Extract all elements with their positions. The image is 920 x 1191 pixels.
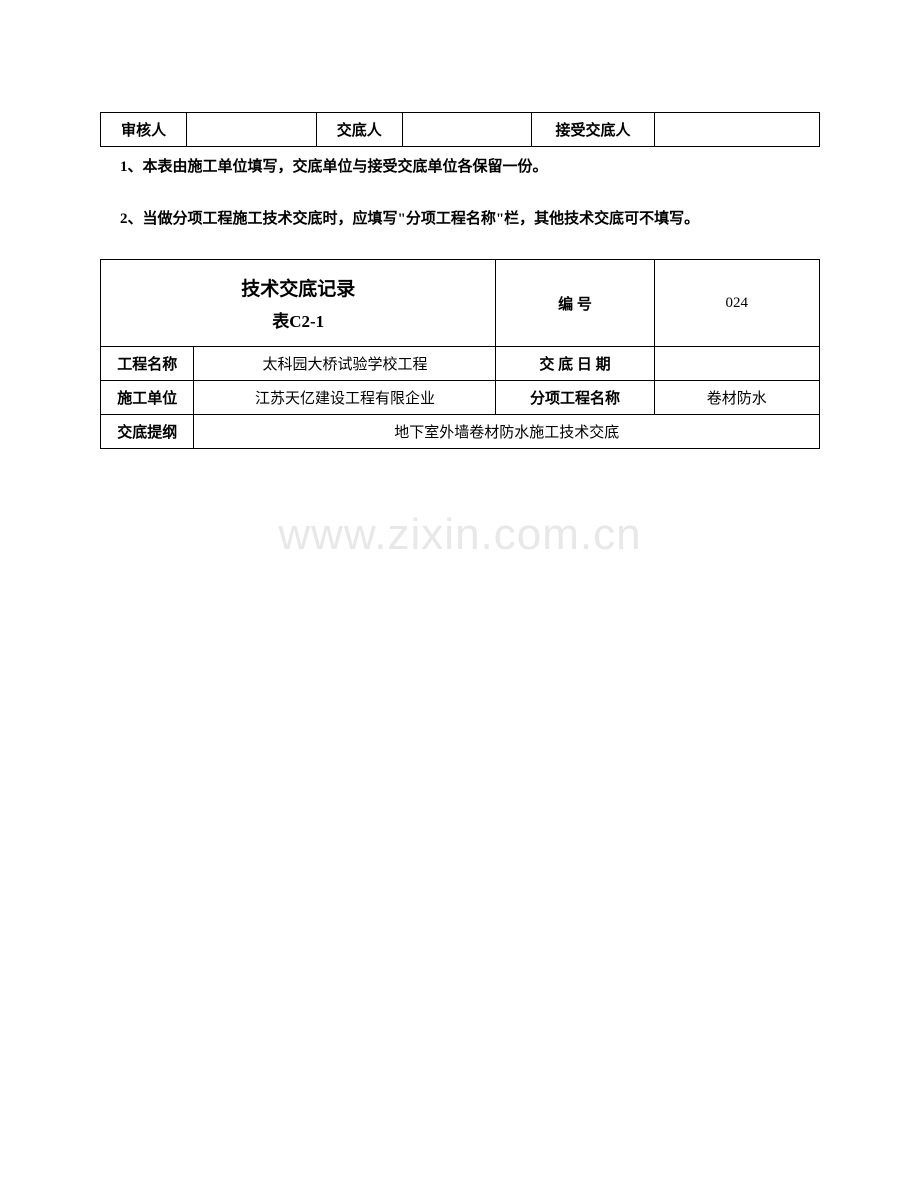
record-title-cell: 技术交底记录 表C2-1 (101, 260, 496, 347)
construction-unit-label: 施工单位 (101, 381, 194, 415)
subitem-name-label: 分项工程名称 (496, 381, 654, 415)
note-1: 1、本表由施工单位填写，交底单位与接受交底单位各保留一份。 (120, 155, 820, 179)
signature-table: 审核人 交底人 接受交底人 (100, 112, 820, 147)
receiver-value (654, 113, 819, 147)
watermark-text: www.zixin.com.cn (278, 510, 641, 560)
table-row: 交底提纲 地下室外墙卷材防水施工技术交底 (101, 415, 820, 449)
outline-label: 交底提纲 (101, 415, 194, 449)
disclosure-date-value (654, 347, 819, 381)
number-value: 024 (654, 260, 819, 347)
notes-block: 1、本表由施工单位填写，交底单位与接受交底单位各保留一份。 2、当做分项工程施工… (100, 155, 820, 231)
note-2: 2、当做分项工程施工技术交底时，应填写"分项工程名称"栏，其他技术交底可不填写。 (120, 207, 820, 231)
table-row: 施工单位 江苏天亿建设工程有限企业 分项工程名称 卷材防水 (101, 381, 820, 415)
record-table: 技术交底记录 表C2-1 编 号 024 工程名称 太科园大桥试验学校工程 交 … (100, 259, 820, 449)
table-row: 审核人 交底人 接受交底人 (101, 113, 820, 147)
project-name-value: 太科园大桥试验学校工程 (194, 347, 496, 381)
reviewer-value (187, 113, 316, 147)
project-name-label: 工程名称 (101, 347, 194, 381)
reviewer-label: 审核人 (101, 113, 187, 147)
record-table-code: 表C2-1 (105, 307, 491, 332)
table-row: 工程名称 太科园大桥试验学校工程 交 底 日 期 (101, 347, 820, 381)
table-row: 技术交底记录 表C2-1 编 号 024 (101, 260, 820, 347)
disclosure-person-label: 交底人 (316, 113, 402, 147)
construction-unit-value: 江苏天亿建设工程有限企业 (194, 381, 496, 415)
record-title: 技术交底记录 (105, 274, 491, 301)
disclosure-person-value (402, 113, 531, 147)
receiver-label: 接受交底人 (532, 113, 654, 147)
outline-value: 地下室外墙卷材防水施工技术交底 (194, 415, 820, 449)
number-label: 编 号 (496, 260, 654, 347)
disclosure-date-label: 交 底 日 期 (496, 347, 654, 381)
subitem-name-value: 卷材防水 (654, 381, 819, 415)
